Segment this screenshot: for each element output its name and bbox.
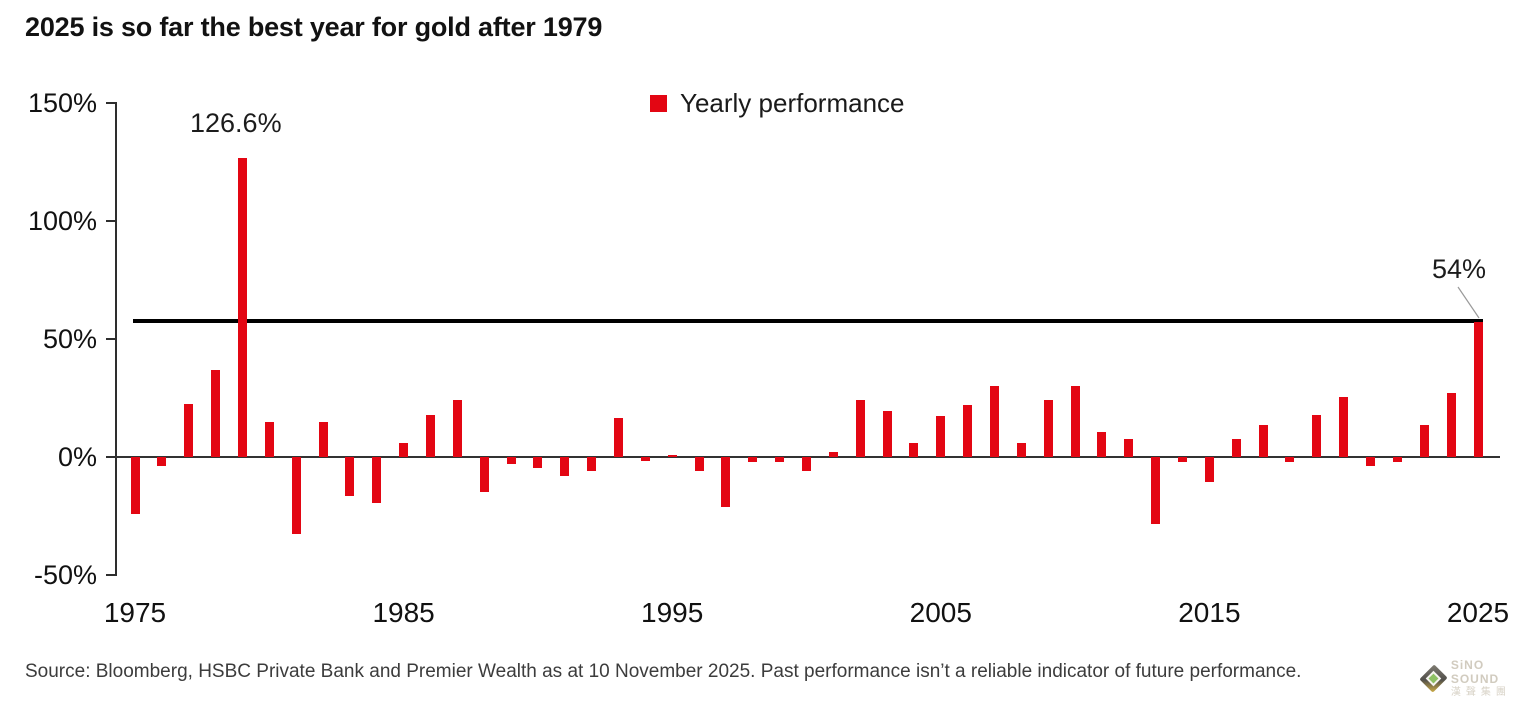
x-tick-label: 1975 [103, 597, 167, 628]
logo-green-core [1428, 673, 1439, 684]
bar-1991 [560, 457, 570, 476]
x-tick-label: 1985 [372, 597, 435, 628]
bar-2010 [1070, 386, 1080, 457]
bar-2021 [1366, 457, 1376, 467]
x-tick-label: 1995 [641, 597, 704, 628]
bar-2015 [1204, 457, 1214, 482]
bar-1993 [613, 418, 623, 457]
bar-1995 [667, 454, 677, 457]
bar-2025 [1473, 322, 1483, 457]
bar-2016 [1231, 439, 1241, 457]
bar-2003 [882, 410, 892, 457]
bar-1977 [184, 403, 194, 457]
bar-2008 [1016, 442, 1026, 457]
bar-1997 [721, 457, 731, 507]
bar-2024 [1446, 393, 1456, 457]
reference-line [133, 319, 1483, 324]
bar-1987 [452, 400, 462, 457]
bar-1988 [479, 457, 489, 493]
bar-1981 [291, 457, 301, 534]
watermark-chinese-name: 漢聲集團 [1450, 686, 1511, 698]
sino-sound-logo-icon [1419, 664, 1448, 693]
x-tick-label: 2025 [1446, 597, 1510, 628]
bar-2000 [802, 457, 811, 472]
y-tick-mark [106, 456, 117, 458]
latest-value-annotation: 54% [1432, 254, 1487, 284]
bar-1984 [372, 457, 382, 504]
y-tick-mark [106, 220, 117, 222]
peak-value-annotation: 126.6% [190, 108, 282, 138]
bar-1980 [264, 421, 274, 457]
bar-2004 [909, 442, 919, 457]
bar-2002 [855, 400, 865, 457]
bar-1975 [130, 457, 140, 514]
bar-1985 [399, 442, 409, 457]
bar-1976 [157, 457, 167, 467]
bar-1996 [694, 457, 704, 472]
bar-1999 [775, 457, 785, 462]
y-tick-mark [106, 574, 117, 576]
bar-2005 [936, 415, 946, 457]
bar-2023 [1419, 425, 1429, 457]
bar-1992 [587, 457, 597, 472]
bar-1983 [345, 457, 355, 496]
bar-2019 [1312, 414, 1322, 457]
bar-1982 [318, 421, 328, 457]
bar-1990 [533, 457, 543, 468]
bar-1978 [211, 369, 221, 457]
bar-2001 [828, 452, 838, 457]
bar-1986 [425, 414, 435, 457]
y-tick-mark [106, 102, 117, 104]
bar-1979 [237, 158, 247, 457]
bar-2007 [990, 386, 1000, 457]
bar-2012 [1124, 439, 1134, 457]
y-tick-label: 150% [27, 88, 97, 118]
y-tick-label: 100% [27, 206, 97, 236]
y-tick-label: 0% [57, 442, 97, 472]
sino-sound-watermark: SiNO SOUND 漢聲集團 [1419, 658, 1528, 698]
bar-1998 [748, 457, 758, 462]
bar-2017 [1258, 425, 1268, 457]
watermark-brand-name: SiNO SOUND [1450, 658, 1500, 686]
bar-2014 [1178, 457, 1188, 462]
bar-2018 [1285, 457, 1295, 462]
x-tick-label: 2005 [909, 597, 972, 628]
bar-2020 [1339, 396, 1349, 457]
y-tick-mark [106, 338, 117, 340]
bar-2009 [1043, 400, 1053, 457]
logo-inner-diamond [1425, 670, 1442, 687]
bar-1994 [640, 457, 650, 461]
x-tick-label: 2015 [1178, 597, 1241, 628]
bar-2022 [1392, 457, 1402, 462]
y-tick-label: 50% [42, 324, 97, 354]
legend: Yearly performance [650, 88, 905, 119]
legend-label: Yearly performance [680, 88, 905, 118]
y-tick-label: -50% [33, 560, 97, 590]
watermark-text: SiNO SOUND 漢聲集團 [1450, 658, 1528, 698]
bar-2006 [963, 405, 973, 457]
legend-swatch-icon [650, 95, 667, 112]
bar-2013 [1151, 457, 1161, 525]
y-axis-line [115, 103, 117, 575]
bar-1989 [506, 457, 516, 465]
chart-title: 2025 is so far the best year for gold af… [25, 12, 603, 42]
source-note: Source: Bloomberg, HSBC Private Bank and… [25, 661, 1302, 682]
bar-2011 [1097, 432, 1107, 457]
